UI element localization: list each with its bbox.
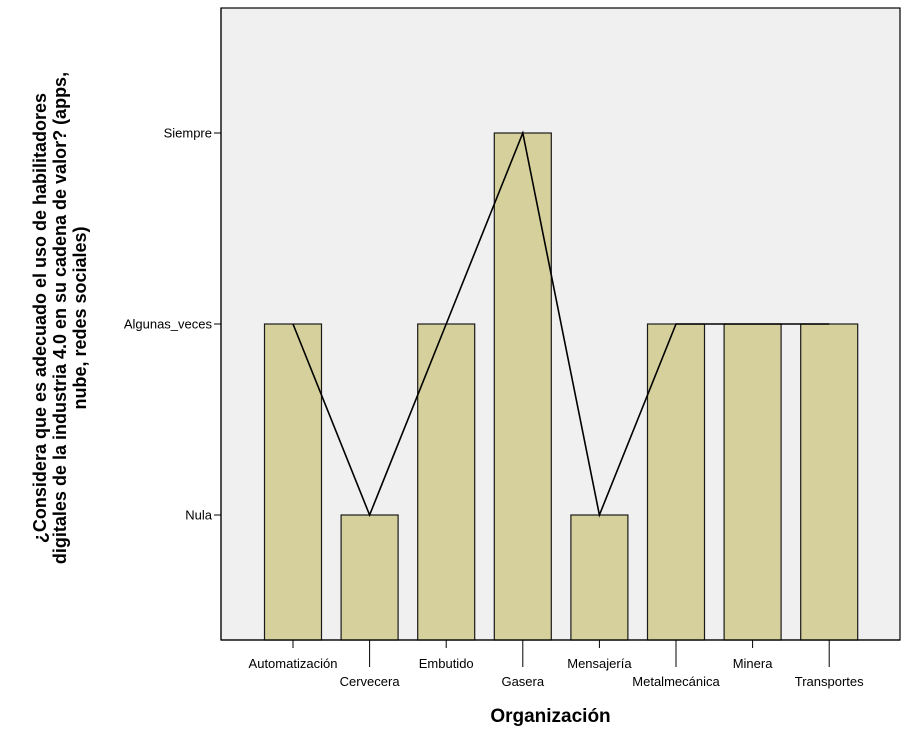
bar-metalmecánica [646,323,706,641]
x-tick-label-embutido: Embutido [419,656,474,671]
y-tick-label-nula: Nula [185,508,213,523]
x-tick-label-metalmecánica: Metalmecánica [632,674,720,689]
y-axis-title-line: nube, redes sociales) [70,226,90,409]
x-tick-label-transportes: Transportes [795,674,864,689]
y-ticks: Nula Algunas_veces Siempre [124,126,221,523]
x-tick-label-gasera: Gasera [501,674,544,689]
bar-automatización [263,323,323,641]
x-tick-label-minera: Minera [733,656,774,671]
y-axis-title-line: ¿Considera que es adecuado el uso de hab… [30,93,50,543]
bar-minera [723,323,782,641]
bar-embutido [417,323,476,641]
x-tick-label-mensajería: Mensajería [567,656,632,671]
x-axis-title: Organización [490,706,610,727]
y-tick-label-siempre: Siempre [164,126,212,141]
bar-cervecera [340,514,399,641]
y-axis-title-line: digitales de la industria 4.0 en su cade… [50,72,70,564]
bar-gasera [493,132,552,641]
bar-mensajería [570,514,629,641]
bar-transportes [800,323,859,641]
x-tick-label-automatización: Automatización [249,656,338,671]
y-tick-label-algunas_veces: Algunas_veces [124,317,213,332]
x-tick-label-cervecera: Cervecera [340,674,401,689]
bars [263,132,859,641]
y-axis-title: ¿Considera que es adecuado el uso de hab… [30,72,90,564]
series-line [292,130,830,518]
